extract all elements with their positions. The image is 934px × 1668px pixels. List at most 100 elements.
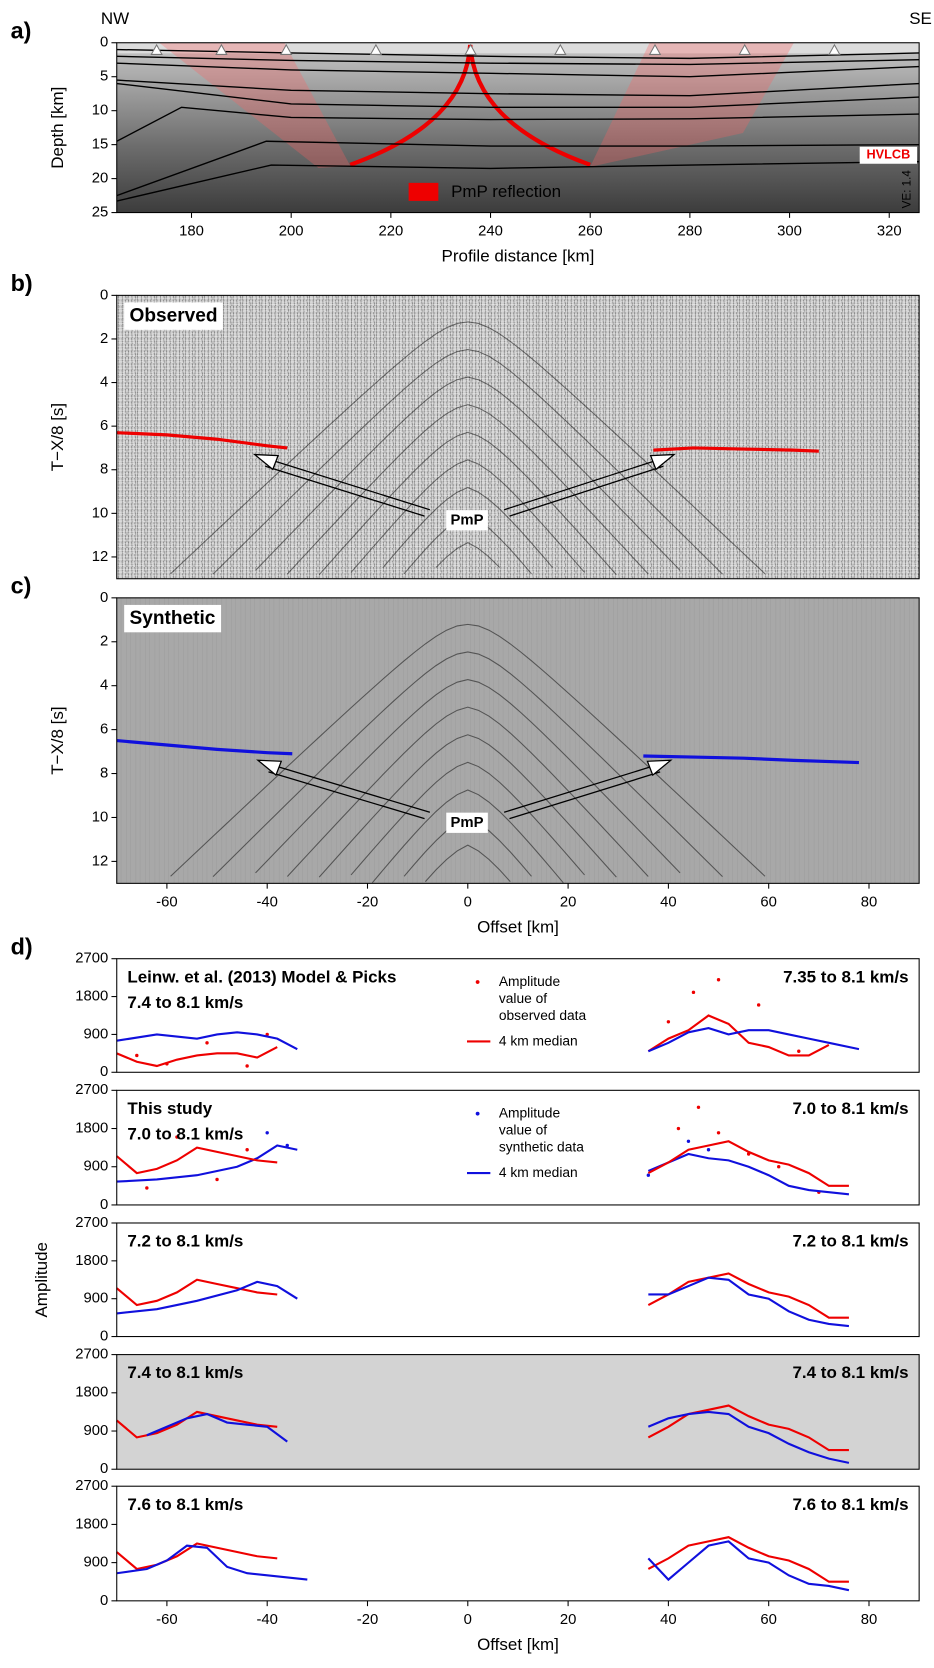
plot-background bbox=[116, 1090, 920, 1205]
seismic-event bbox=[286, 404, 649, 575]
seismic-event bbox=[255, 679, 681, 874]
x-tick-label: 40 bbox=[660, 1612, 677, 1628]
seismic-event bbox=[350, 761, 585, 876]
data-point bbox=[265, 1131, 269, 1135]
panel-label: c) bbox=[11, 572, 32, 598]
panel-label-left: 7.6 to 8.1 km/s bbox=[127, 1495, 243, 1514]
y-tick-label: 25 bbox=[92, 204, 109, 220]
y-axis-label: T−X/8 [s] bbox=[48, 706, 67, 774]
x-axis-label: Offset [km] bbox=[477, 917, 559, 936]
panel-label: a) bbox=[11, 17, 32, 43]
legend-swatch bbox=[408, 182, 439, 201]
data-point bbox=[215, 1177, 219, 1182]
x-tick-label: -40 bbox=[256, 894, 277, 910]
y-tick-label: 15 bbox=[92, 137, 109, 153]
y-tick-label: 0 bbox=[100, 1328, 108, 1344]
y-tick-label: 8 bbox=[100, 765, 108, 781]
layer-boundary bbox=[116, 106, 920, 142]
station bbox=[150, 43, 163, 55]
panel-label: d) bbox=[11, 933, 33, 959]
y-tick-label: 10 bbox=[92, 505, 109, 521]
x-tick-label: 80 bbox=[861, 1612, 878, 1628]
series-line bbox=[116, 1144, 298, 1183]
series-line bbox=[647, 1540, 850, 1592]
y-tick-label: 0 bbox=[100, 287, 108, 303]
series-line bbox=[647, 1140, 849, 1187]
series-line bbox=[116, 1280, 298, 1315]
plot-frame bbox=[116, 958, 920, 1073]
x-tick-label: 20 bbox=[560, 1612, 577, 1628]
y-tick-label: 2700 bbox=[75, 951, 108, 967]
legend-marker bbox=[475, 1111, 480, 1116]
title-bg bbox=[124, 604, 222, 633]
panel-label: b) bbox=[11, 270, 33, 296]
y-tick-label: 1800 bbox=[75, 1385, 108, 1401]
y-tick-label: 0 bbox=[100, 590, 108, 606]
data-point bbox=[285, 1143, 289, 1148]
station bbox=[648, 43, 662, 55]
data-point bbox=[245, 1148, 249, 1152]
layer-boundary bbox=[116, 82, 920, 108]
annotation: PmP bbox=[451, 512, 484, 528]
seismic-event bbox=[318, 734, 617, 878]
annotation: HVLCB bbox=[866, 147, 910, 162]
panel-title: Synthetic bbox=[129, 608, 215, 629]
x-tick-label: 300 bbox=[777, 224, 802, 240]
x-tick-label: -40 bbox=[256, 1612, 277, 1628]
series-line bbox=[116, 1046, 278, 1068]
series-line bbox=[647, 1027, 860, 1053]
seismic-event bbox=[318, 431, 617, 576]
y-tick-label: 1800 bbox=[75, 1253, 108, 1269]
station bbox=[215, 43, 228, 55]
plot-background bbox=[116, 1486, 920, 1601]
x-axis-label: Offset [km] bbox=[477, 1635, 559, 1654]
data-point bbox=[245, 1064, 249, 1068]
y-tick-label: 12 bbox=[92, 853, 109, 869]
legend-label: PmP reflection bbox=[451, 182, 561, 201]
panel-label-left: Leinw. et al. (2013) Model & Picks bbox=[127, 967, 396, 986]
series-line bbox=[116, 1544, 308, 1581]
seismic-event bbox=[212, 651, 723, 877]
seismic-event bbox=[350, 459, 585, 573]
data-point bbox=[706, 1148, 711, 1152]
data-point bbox=[716, 978, 721, 982]
seismic-event bbox=[212, 348, 723, 575]
x-tick-label: 0 bbox=[464, 1612, 472, 1628]
legend-label: 4 km median bbox=[499, 1165, 578, 1180]
panel-label-left: 7.0 to 8.1 km/s bbox=[127, 1124, 243, 1143]
right-label: SE bbox=[909, 9, 932, 28]
station bbox=[369, 43, 383, 55]
x-tick-label: -20 bbox=[357, 1612, 378, 1628]
data-point bbox=[691, 990, 696, 995]
y-tick-label: 0 bbox=[100, 1593, 108, 1609]
left-label: NW bbox=[101, 9, 129, 28]
plot-background bbox=[116, 1222, 920, 1337]
series-line bbox=[647, 1404, 849, 1452]
x-tick-label: 220 bbox=[378, 224, 403, 240]
y-tick-label: 8 bbox=[100, 462, 108, 478]
annotation-bg bbox=[859, 146, 918, 164]
data-point bbox=[777, 1165, 781, 1169]
data-point bbox=[676, 1126, 681, 1131]
x-tick-label: 180 bbox=[179, 224, 204, 240]
x-tick-label: 40 bbox=[660, 894, 677, 910]
layer-boundary bbox=[116, 79, 920, 97]
y-tick-label: 0 bbox=[100, 1064, 108, 1080]
x-tick-label: -60 bbox=[156, 894, 177, 910]
y-tick-label: 5 bbox=[100, 69, 108, 85]
water-band bbox=[116, 42, 920, 54]
data-point bbox=[696, 1105, 701, 1109]
layer-boundary bbox=[116, 62, 920, 78]
panel-label-right: 7.4 to 8.1 km/s bbox=[793, 1363, 909, 1382]
panel-title: Observed bbox=[129, 306, 217, 327]
x-tick-label: 240 bbox=[478, 224, 503, 240]
legend-marker bbox=[475, 980, 480, 984]
y-tick-label: 2700 bbox=[75, 1478, 108, 1494]
series-line bbox=[647, 1410, 850, 1464]
data-point bbox=[145, 1186, 149, 1190]
y-tick-label: 2700 bbox=[75, 1215, 108, 1231]
station bbox=[554, 43, 567, 55]
data-point bbox=[646, 1173, 651, 1177]
series-line bbox=[653, 446, 819, 453]
